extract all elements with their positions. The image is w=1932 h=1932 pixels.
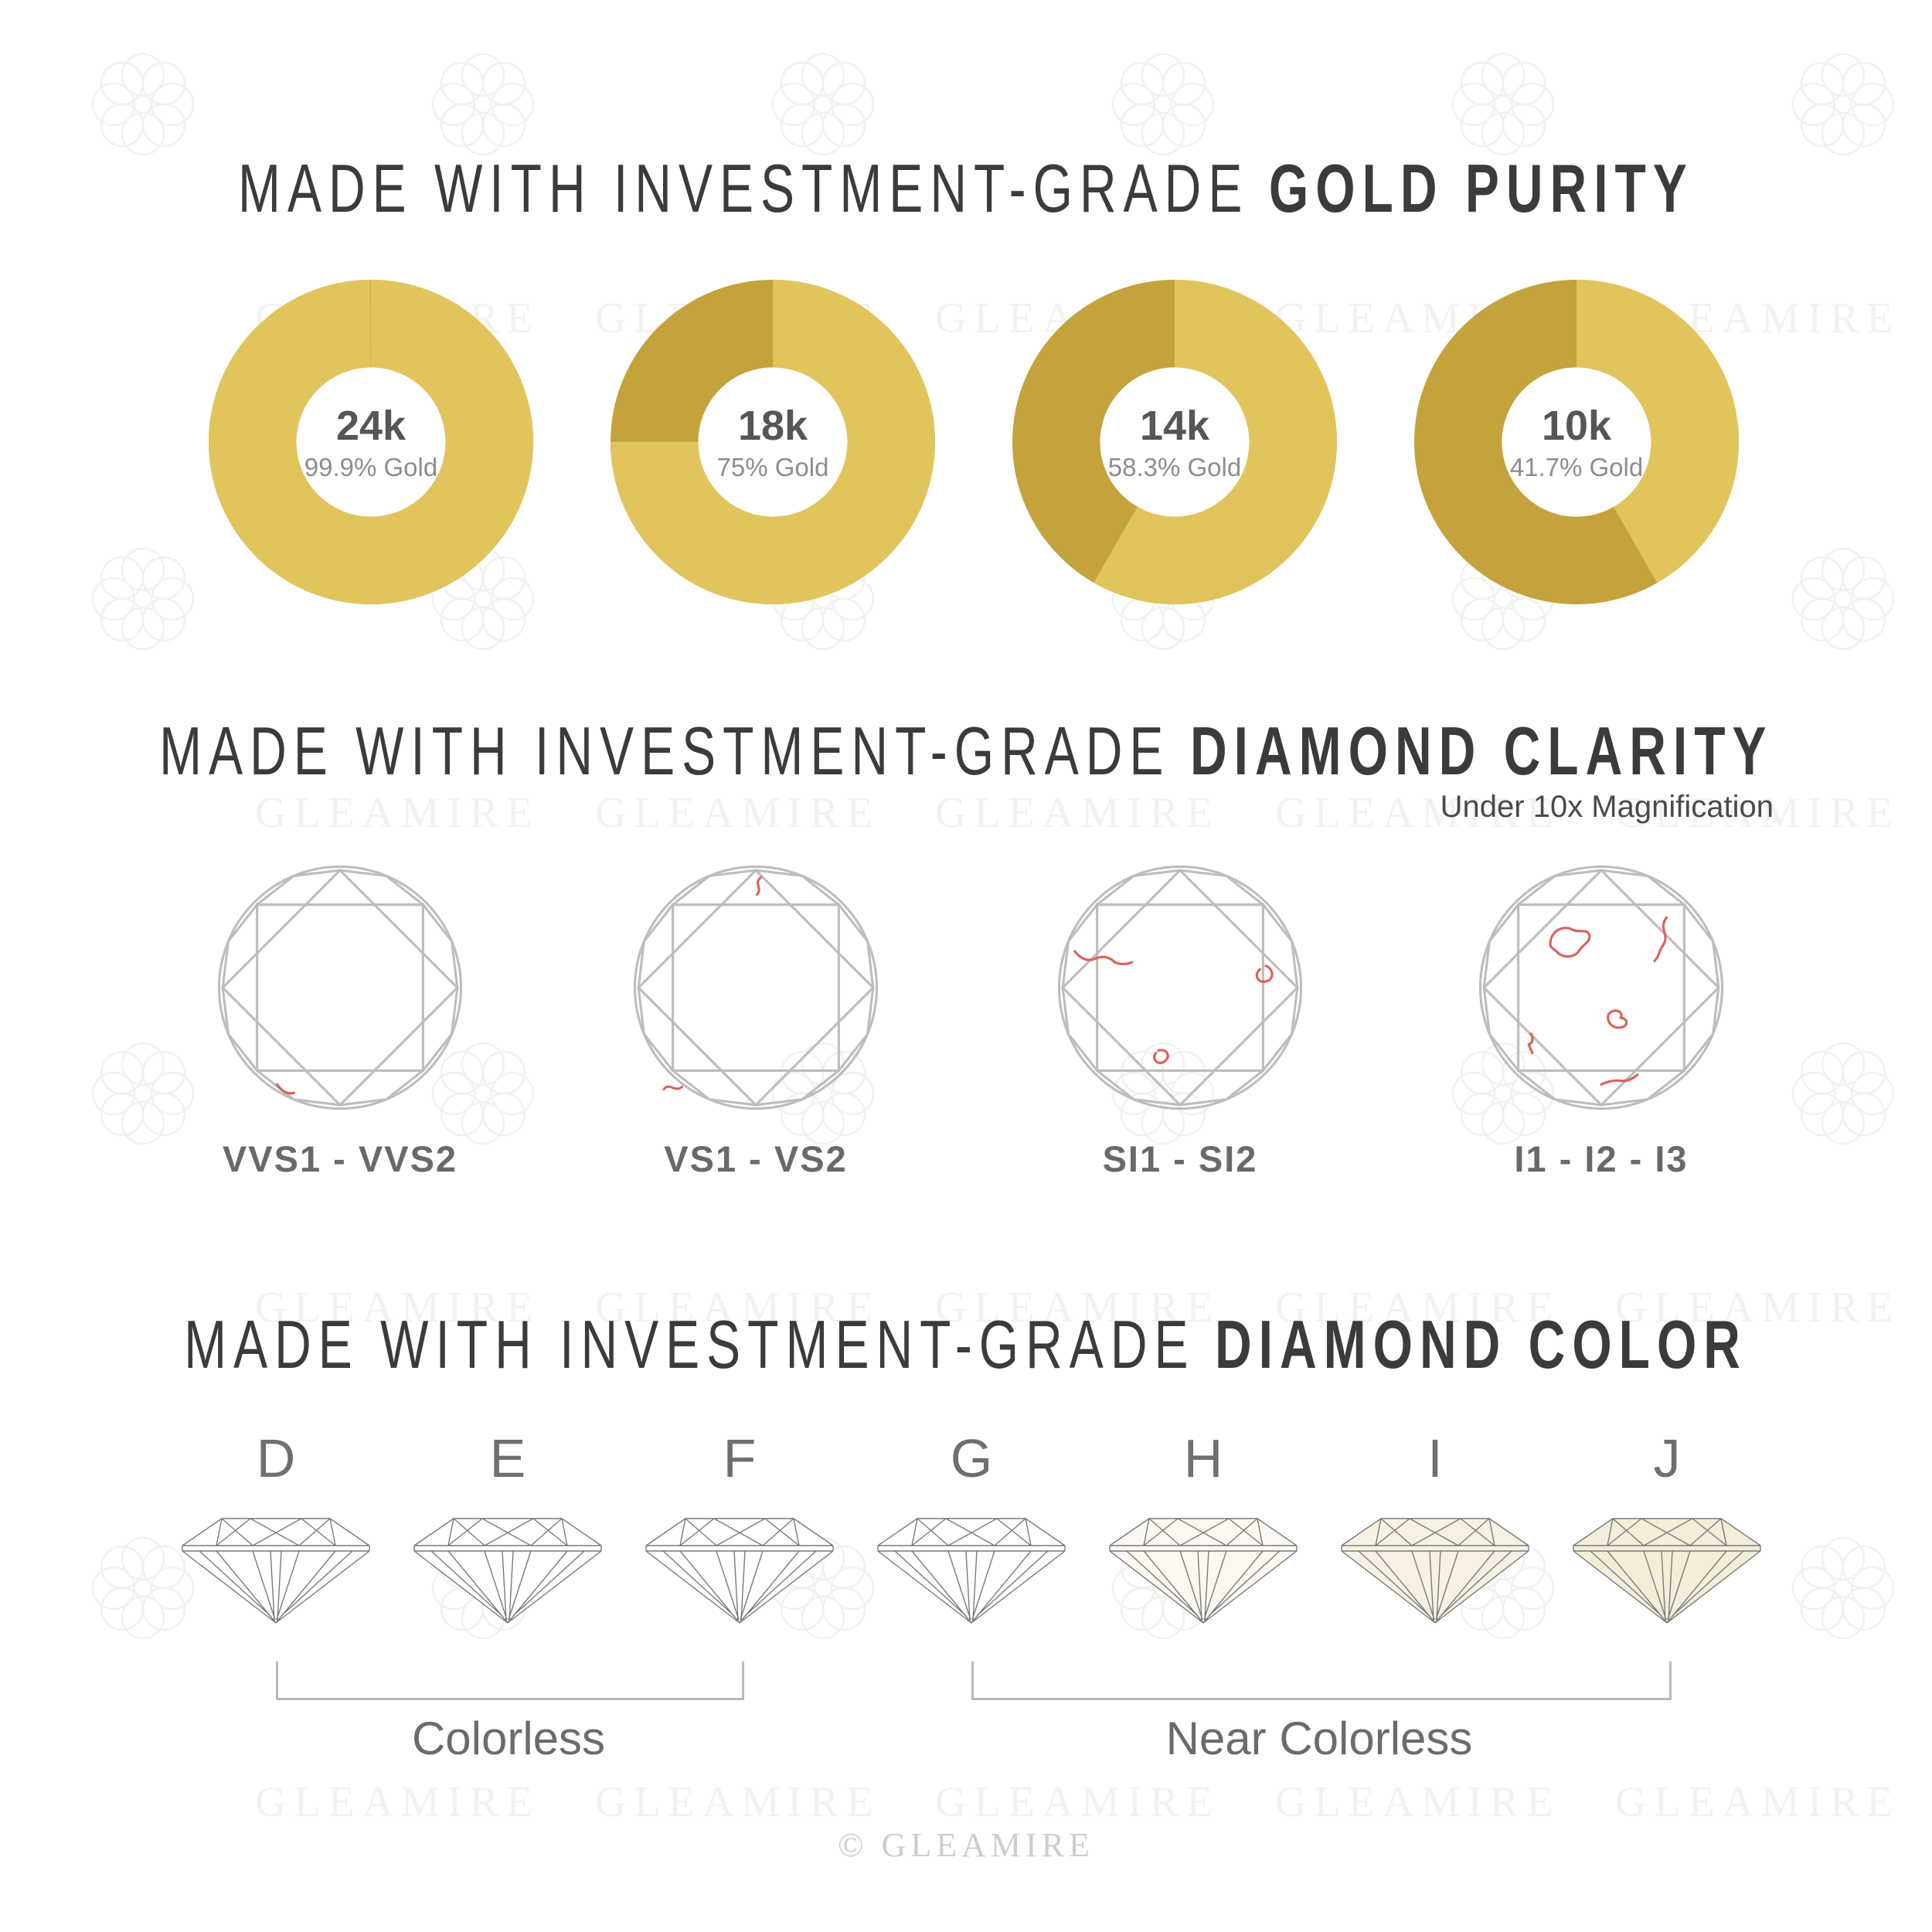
purity-value: 99.9% Gold: [304, 452, 438, 481]
title-bold-text: DIAMOND COLOR: [1215, 1306, 1748, 1383]
color-grade-letter: E: [489, 1428, 526, 1488]
side-diamond-g: [875, 1517, 1068, 1625]
near-colorless-group-label: Near Colorless: [1165, 1713, 1473, 1764]
colorless-group-bracket: [276, 1662, 744, 1700]
karat-value: 14k: [1139, 402, 1210, 449]
copyright-footer: © GLEAMIRE: [838, 1826, 1094, 1864]
side-diamond-i: [1338, 1517, 1532, 1625]
donut-24k-graphic: [209, 280, 533, 604]
side-diamond-j: [1570, 1517, 1764, 1625]
clarity-grade-label: VS1 - VS2: [664, 1138, 848, 1179]
karat-value: 10k: [1541, 402, 1612, 449]
karat-value: 24k: [335, 402, 406, 449]
clarity-grade-label: SI1 - SI2: [1102, 1138, 1258, 1179]
purity-value: 58.3% Gold: [1107, 452, 1242, 481]
clarity-grade-label: I1 - I2 - I3: [1514, 1138, 1689, 1179]
clarity-grade-label: VVS1 - VVS2: [222, 1138, 458, 1179]
title-bold-text: DIAMOND CLARITY: [1189, 713, 1774, 789]
donut-chart-24k: 24k 99.9% Gold: [209, 280, 533, 604]
color-grade-letter: H: [1183, 1428, 1223, 1488]
donut-10k-graphic: [1414, 280, 1739, 604]
title-regular-text: MADE WITH INVESTMENT-GRADE: [184, 1306, 1196, 1383]
clarity-diagram-si: [1041, 849, 1319, 1127]
title-bold-text: GOLD PURITY: [1268, 150, 1694, 226]
donut-chart-14k: 14k 58.3% Gold: [1012, 280, 1337, 604]
donut-chart-18k: 18k 75% Gold: [611, 280, 935, 604]
side-diamond-e: [411, 1517, 604, 1625]
gold-purity-title: MADE WITH INVESTMENT-GRADE GOLD PURITY: [0, 155, 1932, 223]
donut-chart-10k: 10k 41.7% Gold: [1414, 280, 1739, 604]
title-regular-text: MADE WITH INVESTMENT-GRADE: [158, 713, 1171, 789]
side-diamond-d: [179, 1517, 372, 1625]
clarity-diagram-vvs: [201, 849, 479, 1127]
clarity-diagram-vs: [617, 849, 895, 1127]
karat-value: 18k: [737, 402, 808, 449]
magnification-note: Under 10x Magnification: [1440, 790, 1774, 824]
near-colorless-group-bracket: [971, 1662, 1672, 1700]
donut-18k-graphic: [611, 280, 935, 604]
side-diamond-f: [643, 1517, 836, 1625]
clarity-diagram-i: [1462, 849, 1740, 1127]
purity-value: 75% Gold: [716, 452, 829, 481]
colorless-group-label: Colorless: [411, 1713, 606, 1764]
diamond-color-title: MADE WITH INVESTMENT-GRADE DIAMOND COLOR: [0, 1311, 1932, 1379]
color-grade-letter: D: [256, 1428, 296, 1488]
color-grade-letter: J: [1653, 1428, 1681, 1488]
side-diamond-h: [1107, 1517, 1300, 1625]
color-grade-letter: F: [723, 1428, 757, 1488]
color-grade-letter: I: [1427, 1428, 1443, 1488]
color-grade-letter: G: [950, 1428, 993, 1488]
title-regular-text: MADE WITH INVESTMENT-GRADE: [238, 150, 1250, 226]
diamond-clarity-title: MADE WITH INVESTMENT-GRADE DIAMOND CLARIT…: [0, 717, 1932, 785]
purity-value: 41.7% Gold: [1509, 452, 1644, 481]
